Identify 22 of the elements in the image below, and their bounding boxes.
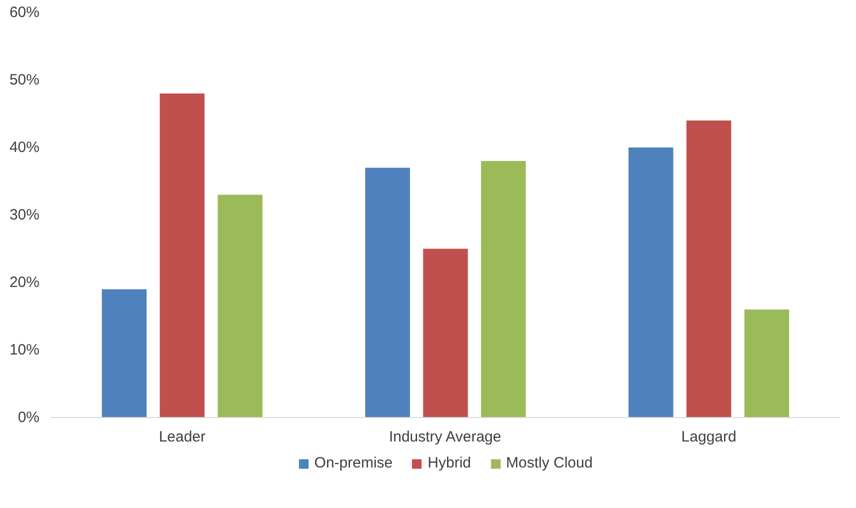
bar	[218, 194, 262, 418]
bar	[686, 120, 732, 418]
bar	[160, 94, 205, 418]
bar	[102, 289, 147, 418]
legend-label: Hybrid	[428, 454, 472, 472]
bar	[365, 168, 410, 418]
y-tick-label: 60%	[9, 4, 40, 21]
bar	[481, 161, 526, 418]
legend-label: Mostly Cloud	[506, 454, 593, 472]
y-tick-label: 40%	[9, 139, 40, 156]
y-tick-label: 10%	[9, 342, 40, 358]
x-tick-label: Laggard	[681, 428, 736, 446]
bar	[744, 310, 790, 418]
y-tick-label: 20%	[9, 274, 40, 291]
x-tick-label: Leader	[158, 428, 206, 446]
bar	[628, 148, 674, 418]
x-tick-label: Industry Average	[388, 428, 502, 446]
y-tick-label: 50%	[9, 72, 40, 88]
bar	[423, 248, 468, 418]
legend-label: On-premise	[314, 454, 393, 472]
y-tick-label: 0%	[18, 409, 40, 426]
y-tick-label: 30%	[9, 206, 40, 224]
